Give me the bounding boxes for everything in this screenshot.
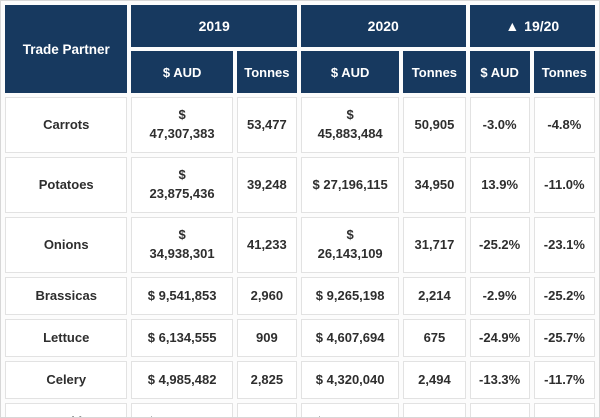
table-row: Celery $ 4,985,482 2,825 $ 4,320,040 2,4…: [5, 361, 595, 399]
aud-2019-cell: $ 9,541,853: [131, 277, 233, 315]
tonnes-2019-cell: 41,233: [236, 217, 297, 273]
delta-aud-cell: -3.0%: [469, 97, 530, 153]
delta-tonnes-cell: -4.8%: [533, 97, 595, 153]
aud-2019-cell: $ 47,307,383: [131, 97, 233, 153]
delta-aud-cell: -2.9%: [469, 277, 530, 315]
col-group-delta-19-20: ▲ 19/20: [469, 5, 595, 47]
tonnes-2019-cell: 53,477: [236, 97, 297, 153]
tonnes-2019-cell: 909: [236, 319, 297, 357]
partner-cell: Pumpkins: [5, 403, 128, 417]
delta-aud-cell: 31.4%: [469, 403, 530, 417]
aud-2019-cell: $ 34,938,301: [131, 217, 233, 273]
partner-cell: Carrots: [5, 97, 128, 153]
aud-2019-cell: $ 2,528,451: [131, 403, 233, 417]
col-header-aud-2019: $ AUD: [131, 51, 233, 93]
col-header-trade-partner: Trade Partner: [5, 5, 128, 93]
delta-aud-cell: -13.3%: [469, 361, 530, 399]
table-row: Onions $ 34,938,301 41,233 $ 26,143,109 …: [5, 217, 595, 273]
aud-2020-cell: $ 3,322,804: [300, 403, 400, 417]
delta-aud-cell: -25.2%: [469, 217, 530, 273]
header-row-groups: Trade Partner 2019 2020 ▲ 19/20: [5, 5, 595, 93]
tonnes-2020-cell: 675: [403, 319, 466, 357]
aud-2019-cell: $ 4,985,482: [131, 361, 233, 399]
col-header-tonnes-delta: Tonnes: [533, 51, 595, 93]
delta-tonnes-cell: -25.2%: [533, 277, 595, 315]
tonnes-2019-cell: 2,825: [236, 361, 297, 399]
delta-tonnes-cell: -23.1%: [533, 217, 595, 273]
col-header-aud-2020: $ AUD: [300, 51, 400, 93]
aud-2019-cell: $ 6,134,555: [131, 319, 233, 357]
tonnes-2020-cell: 50,905: [403, 97, 466, 153]
delta-tonnes-cell: -11.0%: [533, 157, 595, 213]
partner-cell: Potatoes: [5, 157, 128, 213]
aud-2019-cell: $ 23,875,436: [131, 157, 233, 213]
delta-aud-cell: 13.9%: [469, 157, 530, 213]
tonnes-2020-cell: 2,214: [403, 277, 466, 315]
aud-2020-cell: $ 9,265,198: [300, 277, 400, 315]
delta-tonnes-cell: -25.7%: [533, 319, 595, 357]
col-header-aud-delta: $ AUD: [469, 51, 530, 93]
table-row: Carrots $ 47,307,383 53,477 $ 45,883,484…: [5, 97, 595, 153]
delta-group-label: 19/20: [524, 18, 560, 34]
up-triangle-icon: ▲: [505, 18, 520, 34]
header-row-subcols: $ AUD Tonnes $ AUD Tonnes $ AUD Tonnes: [5, 51, 595, 93]
table-row: Lettuce $ 6,134,555 909 $ 4,607,694 675 …: [5, 319, 595, 357]
tonnes-2019-cell: 2,960: [236, 277, 297, 315]
aud-2020-cell: $ 26,143,109: [300, 217, 400, 273]
delta-aud-cell: -24.9%: [469, 319, 530, 357]
table-row: Pumpkins $ 2,528,451 1,456 $ 3,322,804 1…: [5, 403, 595, 417]
col-header-tonnes-2020: Tonnes: [403, 51, 466, 93]
delta-tonnes-cell: -11.7%: [533, 361, 595, 399]
tonnes-2019-cell: 39,248: [236, 157, 297, 213]
aud-2020-cell: $ 45,883,484: [300, 97, 400, 153]
partner-cell: Lettuce: [5, 319, 128, 357]
table-row: Potatoes $ 23,875,436 39,248 $ 27,196,11…: [5, 157, 595, 213]
tonnes-2020-cell: 1,633: [403, 403, 466, 417]
delta-tonnes-cell: 12.2%: [533, 403, 595, 417]
partner-cell: Brassicas: [5, 277, 128, 315]
aud-2020-cell: $ 27,196,115: [300, 157, 400, 213]
table-row: Brassicas $ 9,541,853 2,960 $ 9,265,198 …: [5, 277, 595, 315]
col-group-2019: 2019: [131, 5, 297, 47]
col-header-tonnes-2019: Tonnes: [236, 51, 297, 93]
tonnes-2020-cell: 2,494: [403, 361, 466, 399]
aud-2020-cell: $ 4,320,040: [300, 361, 400, 399]
partner-cell: Celery: [5, 361, 128, 399]
tonnes-2020-cell: 34,950: [403, 157, 466, 213]
col-group-2020: 2020: [300, 5, 466, 47]
partner-cell: Onions: [5, 217, 128, 273]
tonnes-2019-cell: 1,456: [236, 403, 297, 417]
tonnes-2020-cell: 31,717: [403, 217, 466, 273]
aud-2020-cell: $ 4,607,694: [300, 319, 400, 357]
